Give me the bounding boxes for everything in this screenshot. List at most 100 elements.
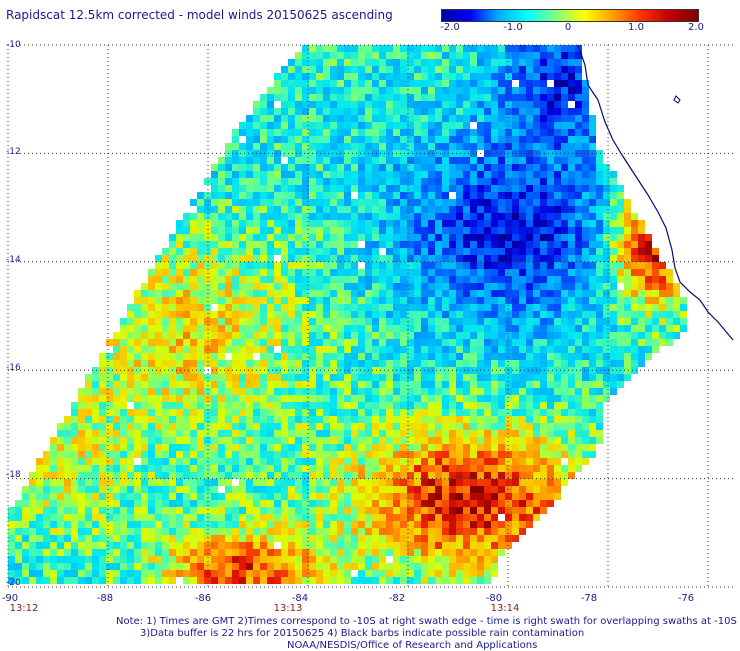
wind-cell xyxy=(323,276,330,283)
wind-cell xyxy=(246,507,253,514)
wind-cell xyxy=(400,500,407,507)
wind-cell xyxy=(414,248,421,255)
wind-cell xyxy=(596,234,603,241)
wind-cell xyxy=(442,213,449,220)
wind-cell xyxy=(267,479,274,486)
wind-cell xyxy=(414,353,421,360)
wind-cell xyxy=(148,367,155,374)
wind-cell xyxy=(190,290,197,297)
wind-cell xyxy=(463,444,470,451)
wind-cell xyxy=(232,227,239,234)
wind-cell xyxy=(365,416,372,423)
wind-cell xyxy=(428,339,435,346)
wind-cell xyxy=(533,353,540,360)
wind-cell xyxy=(71,535,78,542)
wind-cell xyxy=(365,437,372,444)
wind-cell xyxy=(533,269,540,276)
wind-cell xyxy=(393,115,400,122)
wind-cell xyxy=(246,192,253,199)
wind-cell xyxy=(533,241,540,248)
wind-cell xyxy=(400,360,407,367)
wind-cell xyxy=(316,437,323,444)
wind-cell xyxy=(568,374,575,381)
wind-cell xyxy=(498,52,505,59)
wind-cell xyxy=(505,185,512,192)
wind-cell xyxy=(232,402,239,409)
wind-cell xyxy=(267,360,274,367)
wind-cell xyxy=(526,206,533,213)
wind-cell xyxy=(309,199,316,206)
wind-cell xyxy=(330,465,337,472)
wind-cell xyxy=(85,500,92,507)
wind-cell xyxy=(456,346,463,353)
wind-cell xyxy=(344,423,351,430)
wind-cell xyxy=(260,367,267,374)
wind-cell xyxy=(575,227,582,234)
wind-cell xyxy=(442,234,449,241)
wind-cell xyxy=(372,339,379,346)
wind-cell xyxy=(337,507,344,514)
wind-cell xyxy=(477,472,484,479)
wind-cell xyxy=(512,185,519,192)
wind-cell xyxy=(169,346,176,353)
wind-cell xyxy=(183,339,190,346)
wind-cell xyxy=(421,500,428,507)
wind-cell xyxy=(316,374,323,381)
wind-cell xyxy=(491,220,498,227)
wind-cell xyxy=(197,528,204,535)
wind-cell xyxy=(323,556,330,563)
wind-cell xyxy=(85,542,92,549)
wind-cell xyxy=(554,73,561,80)
wind-cell xyxy=(393,129,400,136)
wind-cell xyxy=(323,115,330,122)
wind-cell xyxy=(428,213,435,220)
wind-cell xyxy=(498,374,505,381)
wind-cell xyxy=(610,304,617,311)
wind-cell xyxy=(379,451,386,458)
wind-cell xyxy=(134,416,141,423)
wind-cell xyxy=(330,199,337,206)
wind-cell xyxy=(358,199,365,206)
wind-cell xyxy=(554,220,561,227)
wind-cell xyxy=(155,269,162,276)
wind-cell xyxy=(78,409,85,416)
wind-cell xyxy=(456,80,463,87)
wind-cell xyxy=(491,297,498,304)
wind-cell xyxy=(120,395,127,402)
wind-cell xyxy=(498,521,505,528)
wind-cell xyxy=(120,451,127,458)
wind-cell xyxy=(78,430,85,437)
wind-cell xyxy=(344,528,351,535)
wind-cell xyxy=(519,465,526,472)
wind-cell xyxy=(309,262,316,269)
wind-cell xyxy=(232,318,239,325)
wind-cell xyxy=(533,255,540,262)
wind-cell xyxy=(36,521,43,528)
wind-cell xyxy=(316,276,323,283)
wind-cell xyxy=(274,479,281,486)
wind-cell xyxy=(442,171,449,178)
wind-cell xyxy=(120,346,127,353)
wind-cell xyxy=(15,514,22,521)
wind-cell xyxy=(239,213,246,220)
wind-cell xyxy=(526,437,533,444)
wind-cell xyxy=(127,493,134,500)
wind-cell xyxy=(239,318,246,325)
wind-cell xyxy=(554,87,561,94)
wind-cell xyxy=(169,311,176,318)
wind-cell xyxy=(267,542,274,549)
wind-cell xyxy=(491,87,498,94)
wind-cell xyxy=(183,514,190,521)
wind-cell xyxy=(281,472,288,479)
wind-cell xyxy=(589,262,596,269)
wind-cell xyxy=(162,353,169,360)
wind-cell xyxy=(309,521,316,528)
wind-cell xyxy=(316,535,323,542)
wind-cell xyxy=(491,206,498,213)
wind-cell xyxy=(463,262,470,269)
wind-cell xyxy=(120,500,127,507)
wind-cell xyxy=(498,255,505,262)
wind-cell xyxy=(484,318,491,325)
wind-cell xyxy=(547,353,554,360)
wind-cell xyxy=(442,416,449,423)
